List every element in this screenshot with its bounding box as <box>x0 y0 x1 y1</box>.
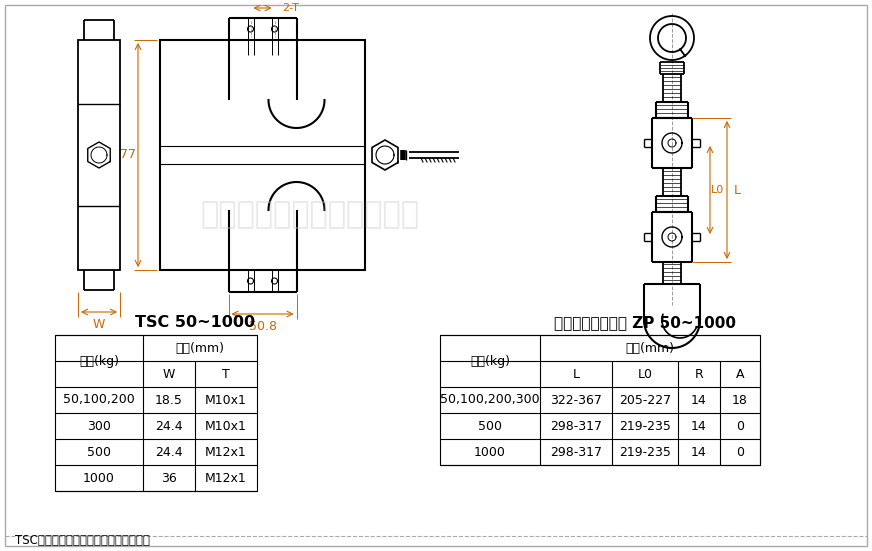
Text: M12x1: M12x1 <box>205 446 247 458</box>
Bar <box>55 335 257 491</box>
Text: 0: 0 <box>736 419 744 433</box>
Text: 1000: 1000 <box>83 472 115 484</box>
Text: 205-227: 205-227 <box>619 393 671 407</box>
Text: L0: L0 <box>712 185 725 195</box>
Text: 2-T: 2-T <box>283 3 299 13</box>
Text: 50,100,200: 50,100,200 <box>63 393 135 407</box>
Text: 14: 14 <box>691 393 707 407</box>
Text: 322-367: 322-367 <box>550 393 602 407</box>
Text: L: L <box>733 183 740 197</box>
Text: 尺寸(mm): 尺寸(mm) <box>625 342 675 354</box>
Text: 广州兰衩电子科技有限公司: 广州兰衩电子科技有限公司 <box>201 201 419 230</box>
Text: TSC 50~1000: TSC 50~1000 <box>135 315 255 330</box>
Text: M10x1: M10x1 <box>205 419 247 433</box>
Bar <box>78 40 120 270</box>
Text: 77: 77 <box>120 149 136 161</box>
Text: 500: 500 <box>478 419 502 433</box>
Text: 219-235: 219-235 <box>619 446 671 458</box>
Text: 219-235: 219-235 <box>619 419 671 433</box>
Text: 298-317: 298-317 <box>550 419 602 433</box>
Text: 300: 300 <box>87 419 111 433</box>
Text: 18: 18 <box>732 393 748 407</box>
Text: W: W <box>92 317 106 331</box>
Text: L: L <box>573 368 580 381</box>
Text: R: R <box>695 368 704 381</box>
Text: 14: 14 <box>691 419 707 433</box>
Text: 298-317: 298-317 <box>550 446 602 458</box>
Text: 50.8: 50.8 <box>249 320 276 332</box>
Text: 0: 0 <box>736 446 744 458</box>
Text: 尺寸(mm): 尺寸(mm) <box>175 342 224 354</box>
Text: 容量(kg): 容量(kg) <box>470 354 510 368</box>
Text: M12x1: M12x1 <box>205 472 247 484</box>
Text: 500: 500 <box>87 446 111 458</box>
Bar <box>440 335 760 465</box>
Text: 1000: 1000 <box>474 446 506 458</box>
Text: L0: L0 <box>637 368 652 381</box>
Text: 容量(kg): 容量(kg) <box>79 354 119 368</box>
Text: W: W <box>163 368 175 381</box>
Text: 50,100,200,300: 50,100,200,300 <box>440 393 540 407</box>
Text: 18.5: 18.5 <box>155 393 183 407</box>
Text: T: T <box>222 368 230 381</box>
Text: A: A <box>736 368 744 381</box>
Text: 24.4: 24.4 <box>155 419 183 433</box>
Text: 关节轴承式连接件 ZP 50~1000: 关节轴承式连接件 ZP 50~1000 <box>554 315 736 330</box>
Text: TSC传感器另有拉杆式连接件可供选用。: TSC传感器另有拉杆式连接件可供选用。 <box>15 533 150 547</box>
Bar <box>160 40 365 270</box>
Text: 36: 36 <box>161 472 177 484</box>
Text: M10x1: M10x1 <box>205 393 247 407</box>
Text: 24.4: 24.4 <box>155 446 183 458</box>
Text: 14: 14 <box>691 446 707 458</box>
